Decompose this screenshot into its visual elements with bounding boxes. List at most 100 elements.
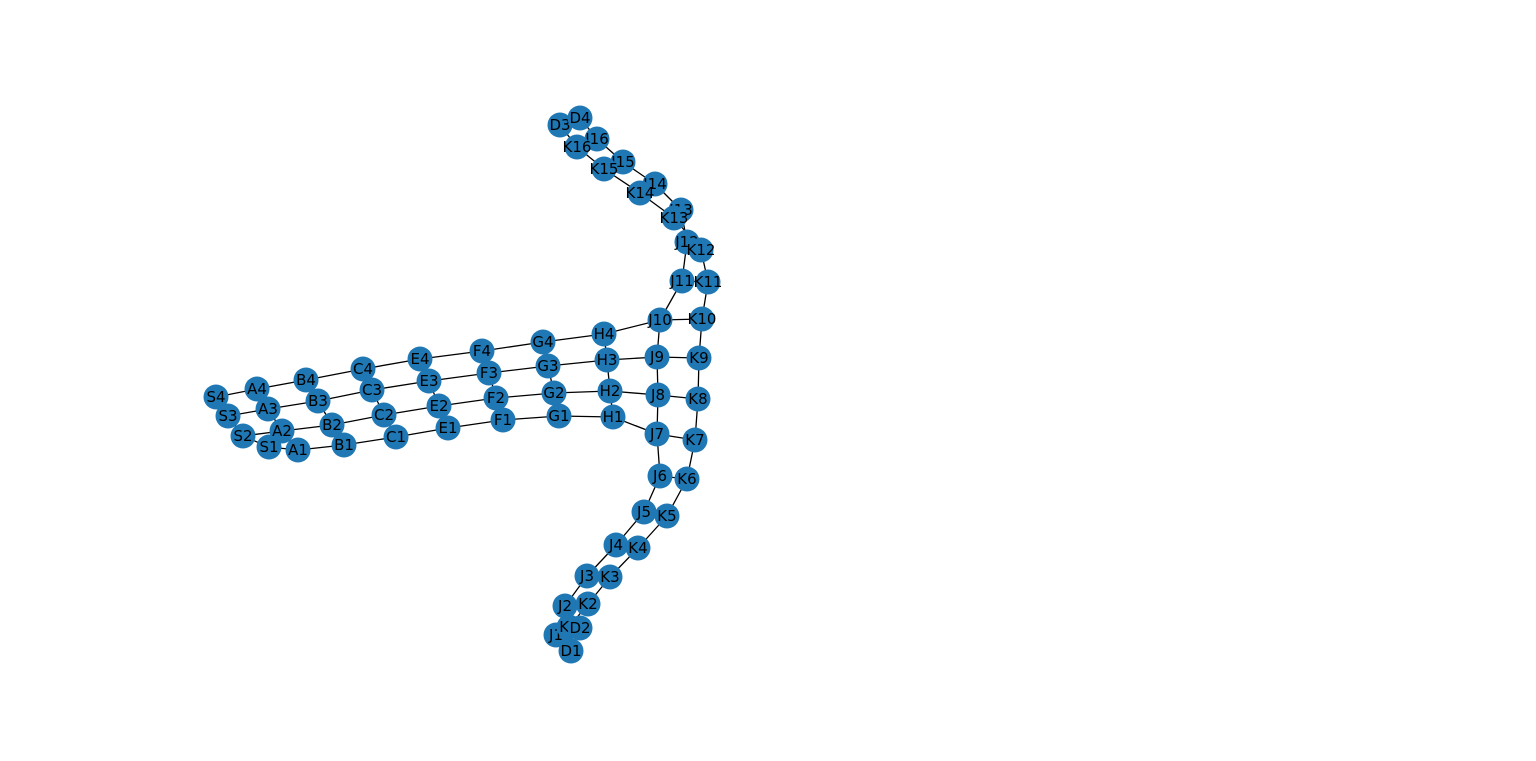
node-C2: C2 [371, 402, 397, 428]
node-circle [591, 321, 617, 347]
node-K2: K2 [575, 591, 601, 617]
node-label: C1 [386, 428, 406, 446]
node-D1: D1 [558, 638, 584, 664]
node-label: K5 [657, 507, 676, 525]
node-label: J7 [649, 425, 664, 443]
node-circle [547, 112, 573, 138]
node-label: J10 [647, 311, 672, 329]
node-J4: J4 [603, 532, 629, 558]
node-circle [383, 424, 409, 450]
node-label: K10 [688, 310, 717, 328]
node-label: C4 [353, 360, 373, 378]
node-label: E1 [438, 419, 457, 437]
node-circle [490, 407, 516, 433]
node-K3: K3 [597, 564, 623, 590]
node-label: C2 [374, 406, 394, 424]
node-circle [255, 396, 281, 422]
node-C1: C1 [383, 424, 409, 450]
node-J6: J6 [647, 463, 673, 489]
node-label: G1 [548, 407, 569, 425]
node-J10: J10 [647, 307, 673, 333]
node-label: B1 [334, 436, 354, 454]
node-H1: H1 [600, 404, 626, 430]
node-A2: A2 [269, 418, 295, 444]
node-label: H1 [603, 408, 624, 426]
node-label: F2 [487, 389, 505, 407]
node-label: F1 [494, 411, 512, 429]
node-D3: D3 [547, 112, 573, 138]
node-circle [597, 564, 623, 590]
node-circle [541, 380, 567, 406]
node-label: K8 [688, 390, 707, 408]
node-label: K6 [677, 470, 696, 488]
node-circle [567, 615, 593, 641]
node-B4: B4 [293, 367, 319, 393]
node-E3: E3 [416, 368, 442, 394]
node-circle [435, 415, 461, 441]
node-label: H4 [594, 325, 615, 343]
node-J8: J8 [645, 382, 671, 408]
node-E4: E4 [407, 346, 433, 372]
node-label: E3 [419, 372, 438, 390]
node-circle [584, 126, 610, 152]
node-E1: E1 [435, 415, 461, 441]
node-circle [319, 412, 345, 438]
node-F4: F4 [469, 338, 495, 364]
node-circle [269, 418, 295, 444]
node-circle [591, 156, 617, 182]
node-circle [305, 388, 331, 414]
node-circle [215, 403, 241, 429]
node-label: J15 [610, 153, 635, 171]
node-J11: J11 [669, 268, 695, 294]
node-A3: A3 [255, 396, 281, 422]
node-circle [600, 404, 626, 430]
node-D4: D4 [567, 105, 593, 131]
node-circle [476, 360, 502, 386]
node-circle [350, 356, 376, 382]
node-K9: K9 [686, 345, 712, 371]
node-circle [530, 329, 556, 355]
node-circle [567, 105, 593, 131]
node-B2: B2 [319, 412, 345, 438]
node-label: E4 [410, 350, 429, 368]
node-label: E2 [429, 397, 448, 415]
node-K12: K12 [687, 237, 716, 263]
node-label: K7 [685, 431, 704, 449]
node-label: D3 [549, 116, 570, 134]
node-label: F4 [473, 342, 491, 360]
node-label: K9 [689, 349, 708, 367]
node-label: K15 [590, 160, 619, 178]
node-circle [535, 353, 561, 379]
node-label: F3 [480, 364, 498, 382]
node-circle [244, 376, 270, 402]
node-circle [647, 463, 673, 489]
node-D2: D2 [567, 615, 593, 641]
node-circle [669, 268, 695, 294]
node-label: S2 [233, 427, 252, 445]
node-S4: S4 [203, 384, 229, 410]
node-circle [661, 205, 687, 231]
node-label: B3 [308, 392, 328, 410]
node-label: S1 [259, 438, 278, 456]
node-circle [685, 386, 711, 412]
node-label: C3 [362, 381, 382, 399]
node-circle [416, 368, 442, 394]
node-F1: F1 [490, 407, 516, 433]
node-label: A1 [288, 441, 308, 459]
node-circle [469, 338, 495, 364]
node-circle [546, 403, 572, 429]
node-label: J8 [650, 386, 665, 404]
node-K15: K15 [590, 156, 619, 182]
node-K5: K5 [654, 503, 680, 529]
node-circle [359, 377, 385, 403]
node-E2: E2 [426, 393, 452, 419]
node-K8: K8 [685, 386, 711, 412]
node-G4: G4 [530, 329, 556, 355]
node-circle [331, 432, 357, 458]
node-circle [203, 384, 229, 410]
node-label: K3 [600, 568, 619, 586]
node-label: K12 [687, 241, 716, 259]
node-circle [407, 346, 433, 372]
